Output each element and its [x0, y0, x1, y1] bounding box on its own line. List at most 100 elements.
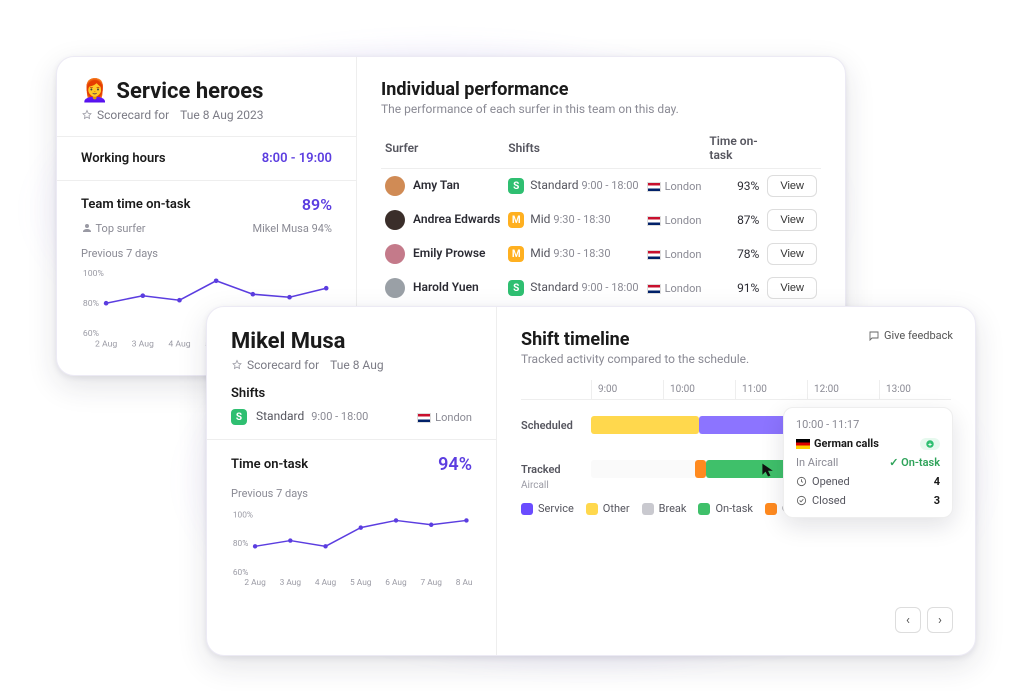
- timeline-segment[interactable]: [695, 460, 706, 478]
- working-hours-label: Working hours: [81, 151, 166, 166]
- surfer-name: Andrea Edwards: [413, 212, 500, 226]
- perf-subtitle: The performance of each surfer in this t…: [381, 102, 821, 116]
- on-task-pct: 93%: [705, 169, 763, 204]
- timeline-hour: 13:00: [879, 380, 951, 399]
- svg-text:100%: 100%: [233, 510, 253, 520]
- view-button[interactable]: View: [767, 243, 817, 265]
- timeline-hours: 9:0010:0011:0012:0013:00: [521, 380, 951, 400]
- working-hours-value: 8:00 - 19:00: [262, 151, 332, 166]
- timeline-hour: 9:00: [591, 380, 663, 399]
- on-task-pct: 91%: [705, 271, 763, 305]
- svg-text:60%: 60%: [83, 329, 99, 339]
- legend-item: On-task: [698, 502, 753, 515]
- shift-badge: M: [508, 246, 524, 262]
- table-row: Harold YuenSStandard 9:00 - 18:00London9…: [381, 271, 821, 305]
- svg-text:7 Aug: 7 Aug: [421, 578, 443, 588]
- uk-flag-icon: [647, 182, 661, 192]
- avatar: [385, 278, 405, 298]
- timeline-prev-button[interactable]: ‹: [895, 607, 921, 633]
- person-sparkline-chart: 100% 80% 60%2 Aug 3 Aug 4 Aug 5 Aug 6 Aug 7 Aug…: [231, 506, 472, 596]
- give-feedback-button[interactable]: Give feedback: [868, 329, 953, 342]
- cursor-icon: [760, 460, 774, 478]
- svg-text:100%: 100%: [83, 269, 104, 279]
- avatar: [385, 244, 405, 264]
- timeline-hour: 10:00: [663, 380, 735, 399]
- chat-icon: [868, 330, 880, 342]
- person-prev7-label: Previous 7 days: [231, 487, 472, 500]
- avatar: [385, 176, 405, 196]
- svg-text:80%: 80%: [233, 539, 248, 549]
- surfer-name: Amy Tan: [413, 178, 460, 192]
- popover-stat-row: Closed3: [796, 494, 940, 507]
- view-button[interactable]: View: [767, 277, 817, 299]
- timeline-segment[interactable]: [591, 416, 699, 434]
- team-prev7-label: Previous 7 days: [81, 247, 332, 260]
- perf-col: [643, 128, 706, 169]
- svg-text:2 Aug: 2 Aug: [244, 578, 266, 588]
- team-scorecard-subtitle: Scorecard for Tue 8 Aug 2023: [81, 108, 332, 122]
- view-button[interactable]: View: [767, 209, 817, 231]
- uk-flag-icon: [647, 250, 661, 260]
- activity-popover: 10:00 - 11:17 German calls In Aircall ✓ …: [783, 407, 953, 518]
- uk-flag-icon: [647, 216, 661, 226]
- person-summary: Mikel Musa Scorecard for Tue 8 Aug Shift…: [207, 307, 497, 655]
- tracked-source: Aircall: [521, 480, 549, 491]
- star-icon: [81, 109, 93, 121]
- perf-col: Surfer: [381, 128, 504, 169]
- on-task-pct: 87%: [705, 203, 763, 237]
- team-on-task-value: 89%: [302, 195, 332, 214]
- legend-item: Service: [521, 502, 574, 515]
- timeline-hour: 11:00: [735, 380, 807, 399]
- person-scorecard-subtitle: Scorecard for Tue 8 Aug: [231, 358, 472, 372]
- table-row: Amy TanSStandard 9:00 - 18:00London93%Vi…: [381, 169, 821, 204]
- perf-col: Shifts: [504, 128, 642, 169]
- timeline-hour: 12:00: [807, 380, 879, 399]
- team-title: 👩‍🦰 Service heroes: [81, 79, 332, 104]
- on-task-pct: 78%: [705, 237, 763, 271]
- timeline-nav: ‹ ›: [895, 607, 953, 633]
- svg-text:6 Aug: 6 Aug: [385, 578, 407, 588]
- perf-col: [763, 128, 821, 169]
- svg-text:80%: 80%: [83, 299, 99, 309]
- timeline-next-button[interactable]: ›: [927, 607, 953, 633]
- uk-flag-icon: [647, 284, 661, 294]
- svg-text:60%: 60%: [233, 568, 248, 578]
- shift-badge: S: [508, 178, 524, 194]
- person-shifts-label: Shifts: [231, 386, 472, 401]
- svg-text:8 Aug: 8 Aug: [456, 578, 472, 588]
- uk-flag-icon: [417, 413, 431, 423]
- svg-text:5 Aug: 5 Aug: [350, 578, 372, 588]
- perf-title: Individual performance: [381, 79, 821, 100]
- shift-timeline-section: Shift timeline Tracked activity compared…: [497, 307, 975, 655]
- avatar: [385, 210, 405, 230]
- timeline-segment[interactable]: [706, 460, 792, 478]
- shift-badge: S: [231, 409, 247, 425]
- star-icon: [231, 359, 243, 371]
- timeline-subtitle: Tracked activity compared to the schedul…: [521, 352, 951, 366]
- de-flag-icon: [796, 439, 810, 449]
- legend-item: Other: [586, 502, 630, 515]
- table-row: Andrea EdwardsMMid 9:30 - 18:30London87%…: [381, 203, 821, 237]
- popover-time: 10:00 - 11:17: [796, 418, 940, 431]
- surfer-name: Emily Prowse: [413, 246, 486, 260]
- person-on-task-label: Time on-task: [231, 457, 308, 472]
- perf-col: Time on-task: [705, 128, 763, 169]
- svg-text:2 Aug: 2 Aug: [95, 340, 117, 350]
- svg-text:3 Aug: 3 Aug: [280, 578, 302, 588]
- table-row: Emily ProwseMMid 9:30 - 18:30London78%Vi…: [381, 237, 821, 271]
- team-on-task-label: Team time on-task: [81, 197, 190, 212]
- shift-badge: M: [508, 212, 524, 228]
- top-surfer-value: Mikel Musa 94%: [253, 222, 332, 235]
- top-surfer-label: Top surfer: [81, 222, 146, 235]
- svg-text:4 Aug: 4 Aug: [168, 340, 190, 350]
- person-shift-row: S Standard 9:00 - 18:00 London: [231, 409, 472, 425]
- person-panel: Mikel Musa Scorecard for Tue 8 Aug Shift…: [206, 306, 976, 656]
- legend-item: Break: [642, 502, 687, 515]
- activity-pill-icon: [920, 438, 940, 450]
- surfer-name: Harold Yuen: [413, 280, 479, 294]
- svg-text:4 Aug: 4 Aug: [315, 578, 337, 588]
- view-button[interactable]: View: [767, 175, 817, 197]
- person-title: Mikel Musa: [231, 329, 472, 354]
- person-on-task-value: 94%: [438, 454, 472, 475]
- shift-badge: S: [508, 280, 524, 296]
